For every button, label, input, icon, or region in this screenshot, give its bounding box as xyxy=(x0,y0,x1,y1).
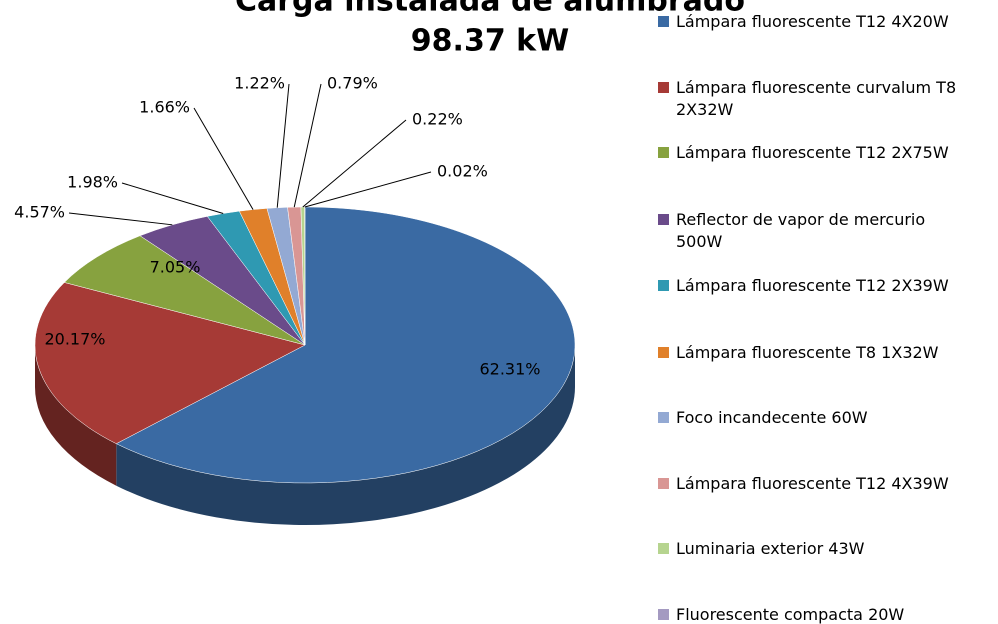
leader-line xyxy=(193,107,254,210)
slice-side xyxy=(116,345,576,525)
data-label: 1.22% xyxy=(234,74,285,93)
legend-swatch xyxy=(658,347,669,358)
legend-swatch xyxy=(658,412,669,423)
legend-item: Lámpara fluorescente T12 2X39W xyxy=(658,275,949,297)
chart-title: Carga instalada de alumbrado xyxy=(235,0,745,19)
legend-label: Fluorescente compacta 20W xyxy=(676,605,905,624)
chart-subtitle: 98.37 kW xyxy=(411,24,569,59)
data-label: 1.98% xyxy=(67,173,118,192)
legend-label: Lámpara fluorescente T12 2X39W xyxy=(676,276,949,295)
leader-line xyxy=(276,83,290,208)
legend-item: Fluorescente compacta 20W xyxy=(658,604,904,624)
legend-label: Lámpara fluorescente T8 1X32W xyxy=(676,343,939,362)
legend-swatch xyxy=(658,478,669,489)
leader-line xyxy=(68,212,173,226)
data-label: 20.17% xyxy=(44,330,105,349)
leader-line xyxy=(302,119,407,208)
data-label: 0.22% xyxy=(412,110,463,129)
legend-swatch xyxy=(658,543,669,554)
legend-item: Lámpara fluorescente T12 4X39W xyxy=(658,473,949,495)
data-label: 7.05% xyxy=(150,258,201,277)
slice xyxy=(115,206,576,484)
legend-item: Lámpara fluorescente curvalum T8 2X32W xyxy=(658,77,976,121)
legend-label: Reflector de vapor de mercurio 500W xyxy=(676,210,926,251)
legend-item: Luminaria exterior 43W xyxy=(658,538,864,560)
legend-label: Luminaria exterior 43W xyxy=(676,539,865,558)
legend-swatch xyxy=(658,16,669,27)
data-label: 62.31% xyxy=(479,360,540,379)
legend-label: Lámpara fluorescente T12 4X39W xyxy=(676,474,949,493)
legend-label: Lámpara fluorescente T12 4X20W xyxy=(676,12,949,31)
data-label: 0.02% xyxy=(437,162,488,181)
leader-line xyxy=(304,171,432,208)
data-label: 1.66% xyxy=(139,98,190,117)
leader-line xyxy=(293,83,322,208)
legend-item: Reflector de vapor de mercurio 500W xyxy=(658,209,976,253)
slice xyxy=(63,235,306,346)
legend-swatch xyxy=(658,214,669,225)
legend-item: Lámpara fluorescente T12 2X75W xyxy=(658,142,949,164)
data-label: 4.57% xyxy=(14,203,65,222)
slice xyxy=(34,282,306,444)
data-label: 0.79% xyxy=(327,74,378,93)
legend-label: Lámpara fluorescente curvalum T8 2X32W xyxy=(676,78,957,119)
legend-swatch xyxy=(658,609,669,620)
legend-swatch xyxy=(658,280,669,291)
legend-item: Foco incandecente 60W xyxy=(658,407,868,429)
legend-swatch xyxy=(658,82,669,93)
legend-item: Lámpara fluorescente T8 1X32W xyxy=(658,342,939,364)
legend-item: Lámpara fluorescente T12 4X20W xyxy=(658,11,949,33)
legend-swatch xyxy=(658,147,669,158)
slice-side xyxy=(35,345,117,486)
legend-label: Lámpara fluorescente T12 2X75W xyxy=(676,143,949,162)
legend-label: Foco incandecente 60W xyxy=(676,408,868,427)
leader-line xyxy=(121,182,224,214)
